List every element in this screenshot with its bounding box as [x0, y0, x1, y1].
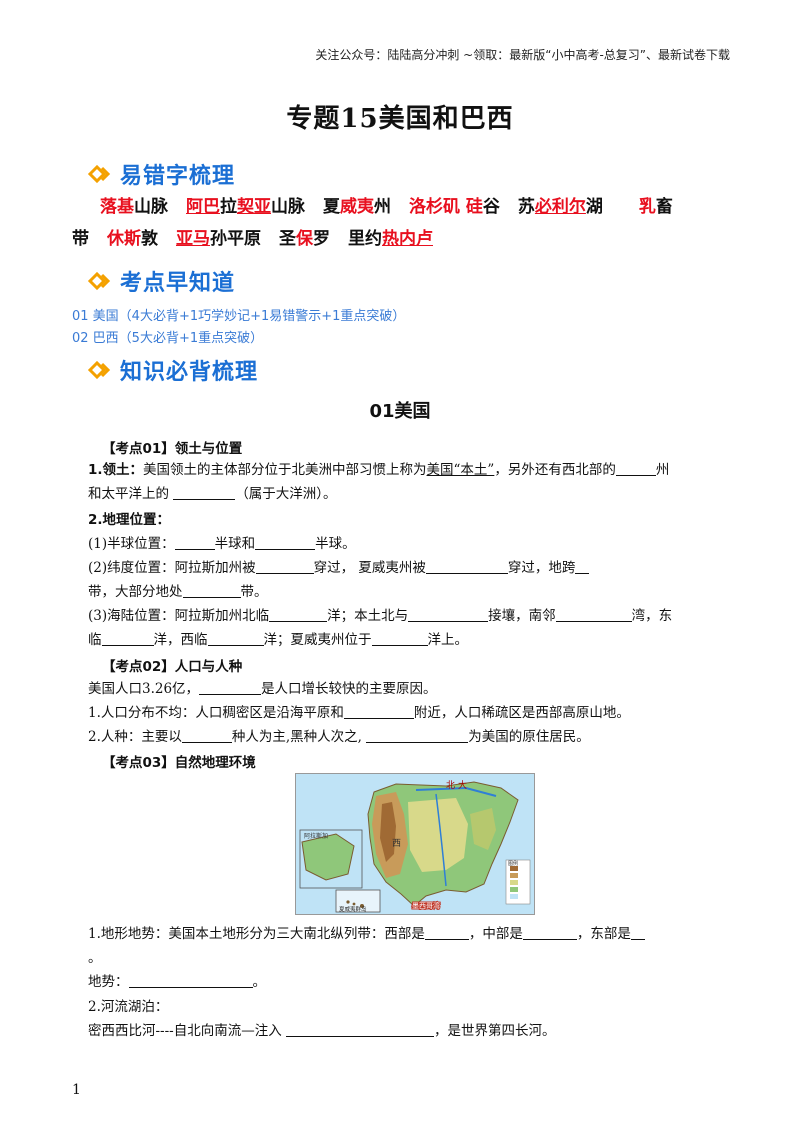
typo-word: 威夷	[340, 197, 374, 217]
map-label-west: 西	[392, 838, 401, 849]
typo-word: 州	[374, 197, 391, 217]
typo-line-2: 带休斯敦 亚马孙平原 圣保罗 里约热内卢	[72, 225, 730, 253]
section-label-knowledge: 知识必背梳理	[120, 360, 259, 385]
map-label-inset: 阿拉斯加	[304, 832, 328, 840]
typo-word: 里约	[348, 229, 382, 249]
diamond-arrow-icon	[88, 271, 111, 291]
typo-word: 阿巴	[186, 197, 220, 217]
section-title: 01美国	[369, 401, 431, 422]
typo-word: 畜	[655, 197, 673, 217]
diamond-arrow-icon	[88, 164, 111, 184]
map-label-gulf: 墨西哥湾	[412, 901, 440, 910]
typo-word: 契亚	[237, 197, 271, 217]
map-label-hawaii: 夏威夷群岛	[339, 905, 367, 913]
page-number: 1	[72, 1082, 81, 1098]
typo-word: 带	[72, 229, 89, 249]
kp3-terrain: 1.地形地势：美国本土地形分为三大南北纵列带：西部是 ，中部是 ，东部是 。	[88, 922, 718, 970]
map-image: 北 大 西 墨西哥湾 阿拉斯加 夏威夷群岛 图例	[296, 774, 534, 914]
section-head-overview: 考点早知道	[88, 265, 235, 297]
kp1-latitude: (2)纬度位置：阿拉斯加州被 穿过， 夏威夷州被 穿过，地跨 带，大部分地处 带。	[88, 556, 718, 604]
typo-word: 落基	[100, 197, 134, 217]
typo-word: 夏	[323, 197, 340, 217]
typo-word: 亚马	[176, 229, 210, 249]
typo-word: 山脉	[271, 197, 305, 217]
typo-word: 湖	[585, 197, 603, 217]
section-head-typo: 易错字梳理	[88, 158, 235, 190]
overview-item-2: 02 巴西（5大必背+1重点突破）	[72, 331, 264, 346]
typo-word: 乳	[638, 197, 656, 217]
typo-word: 罗	[313, 229, 330, 249]
kp1-title: 【考点01】领土与位置	[102, 441, 243, 457]
section-label-overview: 考点早知道	[120, 271, 236, 296]
kp2-population: 美国人口3.26亿， 是人口增长较快的主要原因。 1.人口分布不均：人口稠密区是沿…	[88, 681, 630, 745]
header-note: 关注公众号：陆陆高分冲刺 ~领取：最新版“小中高考-总复习”、最新试卷下载	[315, 48, 730, 62]
typo-word: 必利尔	[534, 197, 586, 217]
page-title: 专题15美国和巴西	[286, 104, 514, 134]
typo-word: 孙平原	[210, 229, 261, 249]
typo-word: 山脉	[134, 197, 168, 217]
typo-word: 热内卢	[382, 229, 433, 249]
typo-word: 洛杉矶	[409, 197, 460, 217]
typo-word: 休斯	[107, 229, 141, 249]
kp2-title: 【考点02】人口与人种	[102, 659, 243, 675]
map-label-north: 北	[446, 780, 455, 791]
kp1-territory: 1.领土：美国领土的主体部分位于北美洲中部习惯上称为美国“本土”，另外还有西北部…	[88, 462, 670, 502]
kp3-rivers: 2.河流湖泊： 密西西比河----自北向南流—注入 ，是世界第四长河。	[88, 999, 556, 1039]
us-physical-map: 北 大 西 墨西哥湾 阿拉斯加 夏威夷群岛 图例	[295, 773, 535, 915]
typo-word: 拉	[220, 197, 237, 217]
typo-word: 苏	[517, 197, 535, 217]
typo-word: 敦	[141, 229, 158, 249]
kp3-elevation: 地势：。	[88, 974, 266, 990]
typo-word: 圣	[279, 229, 296, 249]
overview-item-1: 01 美国（4大必背+1巧学妙记+1易错警示+1重点突破）	[72, 309, 406, 324]
kp3-title: 【考点03】自然地理环境	[102, 755, 256, 771]
section-label-typo: 易错字梳理	[120, 164, 236, 189]
typo-line-1: 落基山脉 阿巴拉契亚山脉 夏威夷州 洛杉矶 硅谷 苏必利尔湖 乳畜	[100, 193, 730, 221]
map-label-big: 大	[458, 779, 467, 791]
kp1-geo-title: 2.地理位置：	[88, 512, 171, 528]
typo-word: 硅	[465, 197, 483, 217]
kp1-sea-land: (3)海陆位置：阿拉斯加州北临 洋；本土北与 接壤，南邻 湾，东 临洋，西临 洋；夏威夷…	[88, 608, 673, 648]
typo-word: 保	[296, 229, 313, 249]
section-head-knowledge: 知识必背梳理	[88, 354, 258, 386]
map-label-legend: 图例	[508, 860, 518, 867]
typo-word: 谷	[482, 197, 500, 217]
kp1-hemisphere: (1)半球位置： 半球和 半球。	[88, 536, 356, 552]
diamond-arrow-icon	[88, 360, 111, 380]
